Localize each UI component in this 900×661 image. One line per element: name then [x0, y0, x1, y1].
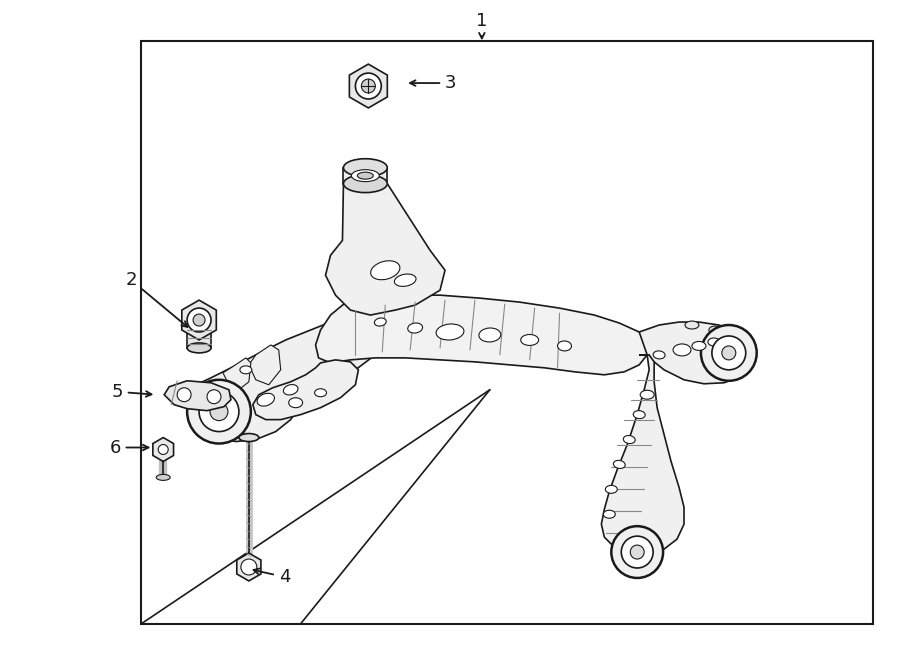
- Circle shape: [207, 390, 221, 404]
- Polygon shape: [248, 345, 281, 385]
- Polygon shape: [182, 300, 216, 340]
- Polygon shape: [141, 41, 873, 624]
- Circle shape: [701, 325, 757, 381]
- Ellipse shape: [603, 510, 616, 518]
- Ellipse shape: [640, 390, 654, 399]
- Ellipse shape: [238, 434, 259, 442]
- Ellipse shape: [240, 366, 252, 374]
- Ellipse shape: [709, 326, 721, 334]
- Ellipse shape: [357, 172, 374, 179]
- Text: 5: 5: [112, 383, 151, 401]
- Ellipse shape: [289, 398, 302, 408]
- Ellipse shape: [187, 343, 211, 353]
- Polygon shape: [223, 358, 251, 390]
- Ellipse shape: [557, 341, 572, 351]
- Ellipse shape: [257, 393, 274, 406]
- Circle shape: [187, 308, 211, 332]
- Ellipse shape: [371, 261, 400, 280]
- Ellipse shape: [521, 334, 538, 346]
- Ellipse shape: [479, 328, 500, 342]
- Ellipse shape: [394, 274, 416, 286]
- Ellipse shape: [624, 436, 635, 444]
- Text: 6: 6: [110, 438, 148, 457]
- Ellipse shape: [344, 159, 387, 176]
- Circle shape: [611, 526, 663, 578]
- Circle shape: [210, 403, 228, 420]
- Ellipse shape: [344, 175, 387, 192]
- Polygon shape: [164, 381, 231, 410]
- Circle shape: [630, 545, 644, 559]
- Polygon shape: [639, 322, 753, 384]
- Circle shape: [722, 346, 736, 360]
- Polygon shape: [187, 320, 211, 348]
- Polygon shape: [326, 184, 445, 315]
- Ellipse shape: [408, 323, 423, 333]
- Text: 4: 4: [254, 568, 290, 586]
- Polygon shape: [237, 553, 261, 581]
- Circle shape: [199, 392, 238, 432]
- Ellipse shape: [606, 485, 617, 493]
- Polygon shape: [344, 168, 387, 184]
- Polygon shape: [316, 295, 649, 375]
- Text: 2: 2: [126, 271, 187, 327]
- Ellipse shape: [351, 170, 379, 182]
- Ellipse shape: [692, 342, 706, 350]
- Polygon shape: [191, 295, 400, 442]
- Polygon shape: [349, 64, 387, 108]
- Circle shape: [194, 314, 205, 326]
- Text: 3: 3: [410, 74, 456, 92]
- Circle shape: [177, 388, 191, 402]
- Circle shape: [356, 73, 382, 99]
- Circle shape: [362, 79, 375, 93]
- Ellipse shape: [284, 385, 298, 395]
- Circle shape: [241, 559, 256, 575]
- Ellipse shape: [673, 344, 691, 356]
- Ellipse shape: [614, 460, 626, 469]
- Circle shape: [158, 444, 168, 455]
- Ellipse shape: [708, 338, 720, 346]
- Ellipse shape: [634, 410, 645, 418]
- Text: 1: 1: [476, 13, 488, 38]
- Polygon shape: [601, 355, 684, 555]
- Ellipse shape: [374, 318, 386, 326]
- Polygon shape: [253, 360, 358, 420]
- Circle shape: [712, 336, 746, 370]
- Circle shape: [621, 536, 653, 568]
- Circle shape: [187, 380, 251, 444]
- Ellipse shape: [315, 389, 327, 397]
- Ellipse shape: [685, 321, 699, 329]
- Polygon shape: [153, 438, 174, 461]
- Ellipse shape: [653, 351, 665, 359]
- Ellipse shape: [436, 324, 464, 340]
- Ellipse shape: [157, 475, 170, 481]
